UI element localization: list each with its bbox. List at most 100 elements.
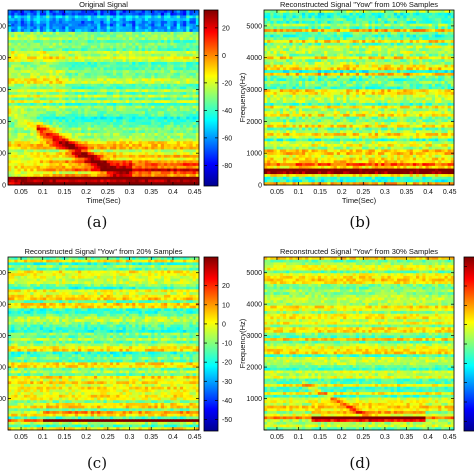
panel-3: Reconstructed Signal "Yow" from 20% Samp… [0,247,232,472]
y-tick-label: 4000 [246,302,262,309]
y-tick-label: 00 [0,87,6,94]
colorbar-tick-label: 20 [222,25,230,32]
y-tick-label: 5000 [246,23,262,30]
y-tick-label: 2000 [246,365,262,372]
x-tick-label: 0.3 [380,434,390,441]
y-tick-label: 00 [0,396,6,403]
axes-frame [7,9,200,186]
y-tick-label: 00 [0,55,6,62]
y-tick-label: 3000 [246,87,262,94]
x-axis-label: Time(Sec) [86,196,121,205]
x-tick-label: 0.4 [168,189,178,196]
colorbar-tick-label: 0 [222,53,226,60]
axes-frame [7,256,200,431]
x-tick-label: 0.4 [168,434,178,441]
y-tick-label: 00 [0,333,6,340]
colorbar-tick-label: -10 [222,341,232,348]
x-tick-label: 0.05 [270,189,284,196]
x-tick-label: 0.3 [125,189,135,196]
spectrogram-image [264,257,455,431]
x-tick-label: 0.35 [400,434,414,441]
y-tick-label: 00 [0,23,6,30]
x-tick-label: 0.45 [443,189,457,196]
x-tick-label: 0.2 [81,189,91,196]
colorbar-tick-label: -80 [222,163,232,170]
x-tick-label: 0.45 [188,434,202,441]
colorbar-tick-label: 20 [222,283,230,290]
y-tick-label: 2000 [246,119,262,126]
panel-title: Reconstructed Signal "Yow" from 20% Samp… [24,247,182,256]
colorbar-tick-label: -50 [222,417,232,424]
colorbar: 403020100-10-20-30-40 [463,256,474,432]
colorbar-gradient [203,256,219,432]
x-tick-label: 0.35 [144,189,158,196]
panel-caption: (a) [87,213,108,231]
colorbar-tick-label: 10 [222,302,230,309]
colorbar: 20 0 -20 -40 -60 -80 [203,9,232,187]
x-tick-label: 0.15 [58,189,72,196]
panel-caption: (b) [349,213,370,231]
colorbar-tick-label: -20 [222,80,232,87]
x-tick-label: 0.15 [313,189,327,196]
colorbar: 20 10 0 -10 -20 -30 -40 -50 [203,256,232,432]
x-tick-label: 0.2 [81,434,91,441]
y-tick-label: 0 [2,183,6,190]
colorbar-tick-label: -20 [222,360,232,367]
spectrogram-image [8,257,200,431]
panel-caption: (d) [349,454,370,472]
y-tick-label: 00 [0,302,6,309]
panel-1: Original Signal 0.05 0.1 0.15 0.2 0.25 0.3 0.35… [0,0,232,231]
x-tick-label: 0.45 [188,189,202,196]
axes-frame [263,256,455,431]
panel-2: Reconstructed Signal "Yow" from 10% Samp… [238,0,457,231]
x-tick-label: 0.05 [270,434,284,441]
x-tick-label: 0.3 [380,189,390,196]
x-tick-label: 0.1 [294,189,304,196]
x-tick-label: 0.25 [357,189,371,196]
colorbar-tick-label: -60 [222,135,232,142]
colorbar-tick-label: 0 [222,321,226,328]
x-axis-label: Time(Sec) [342,196,377,205]
x-tick-label: 0.2 [337,434,347,441]
y-tick-label: 1000 [246,151,262,158]
x-tick-label: 0.05 [14,189,28,196]
panel-title: Reconstructed Signal "Yow" from 10% Samp… [280,0,438,9]
spectrogram-image [8,10,200,186]
y-tick-label: 1000 [246,396,262,403]
colorbar-tick-label: -30 [222,379,232,386]
x-tick-label: 0.25 [101,434,115,441]
y-tick-label: 5000 [246,270,262,277]
colorbar-tick-label: -40 [222,398,232,405]
x-tick-label: 0.4 [423,434,433,441]
spectrogram-image [264,10,455,186]
x-tick-label: 0.1 [294,434,304,441]
y-tick-label: 00 [0,151,6,158]
x-tick-label: 0.45 [443,434,457,441]
panel-caption: (c) [87,454,107,472]
y-tick-label: 4000 [246,55,262,62]
colorbar-tick-label: -40 [222,108,232,115]
y-tick-label: 3000 [246,333,262,340]
x-tick-label: 0.3 [125,434,135,441]
panel-4: Reconstructed Signal "Yow" from 30% Samp… [238,247,474,472]
y-tick-label: 0 [258,183,262,190]
x-tick-label: 0.15 [313,434,327,441]
x-tick-label: 0.4 [423,189,433,196]
x-tick-label: 0.2 [337,189,347,196]
x-tick-label: 0.35 [400,189,414,196]
x-tick-label: 0.35 [144,434,158,441]
x-tick-label: 0.1 [38,434,48,441]
y-tick-label: 00 [0,270,6,277]
axes-frame [263,9,455,186]
x-tick-label: 0.15 [58,434,72,441]
y-tick-label: 00 [0,365,6,372]
y-tick-label: 00 [0,119,6,126]
colorbar-gradient [203,9,219,187]
y-axis-label: Frequency(Hz) [238,72,247,122]
panel-title: Original Signal [79,0,128,9]
x-tick-label: 0.25 [101,189,115,196]
x-tick-label: 0.05 [14,434,28,441]
panel-title: Reconstructed Signal "Yow" from 30% Samp… [280,247,438,256]
x-tick-label: 0.25 [357,434,371,441]
